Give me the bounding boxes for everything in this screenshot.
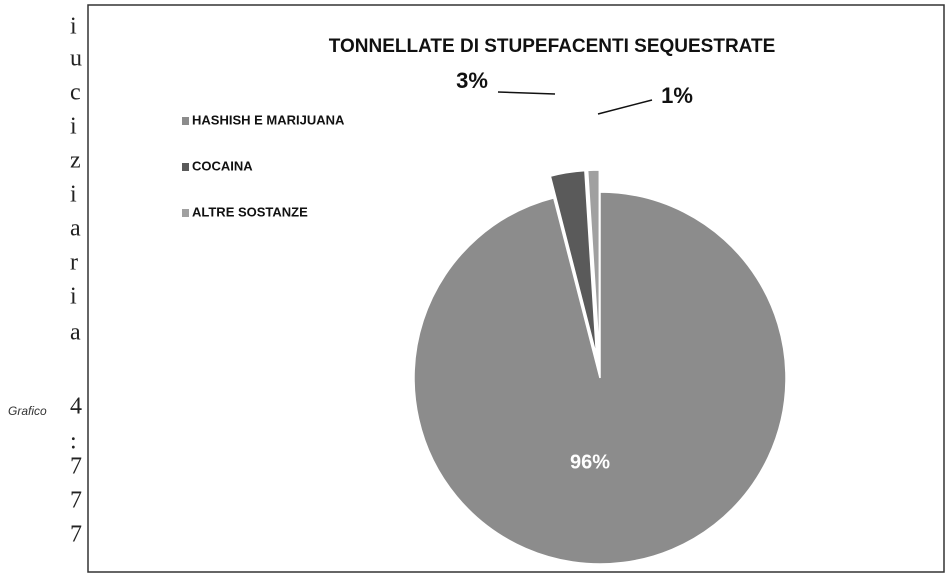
legend-label: HASHISH E MARIJUANA — [192, 112, 345, 127]
side-text: 7 — [70, 454, 82, 480]
side-text: i — [70, 284, 77, 310]
pie-slice — [586, 169, 601, 357]
side-text: 7 — [70, 488, 82, 514]
side-text: i — [70, 14, 77, 40]
side-text: 7 — [70, 522, 82, 548]
pie-slice — [413, 191, 787, 565]
side-text: i — [70, 182, 77, 208]
side-text: : — [70, 429, 77, 455]
caption: Grafico — [8, 404, 47, 418]
data-label: 1% — [661, 83, 693, 108]
chart-title: TONNELLATE DI STUPEFACENTI SEQUESTRATE — [329, 36, 776, 57]
side-text: c — [70, 80, 81, 106]
legend-label: COCAINA — [192, 158, 253, 173]
legend-swatch — [182, 117, 189, 125]
side-text: a — [70, 216, 81, 242]
pie-slice — [549, 169, 598, 357]
legend-swatch — [182, 209, 189, 217]
data-label: 96% — [570, 451, 610, 473]
side-text: 4 — [70, 394, 82, 420]
side-text: r — [70, 250, 78, 276]
side-text: i — [70, 114, 77, 140]
legend-label: ALTRE SOSTANZE — [192, 204, 308, 219]
side-text: z — [70, 148, 81, 174]
leader-line — [597, 99, 653, 115]
legend-swatch — [182, 163, 189, 171]
data-label: 3% — [456, 68, 488, 93]
side-text: u — [70, 46, 82, 72]
leader-line — [497, 91, 556, 95]
side-text: a — [70, 320, 81, 346]
